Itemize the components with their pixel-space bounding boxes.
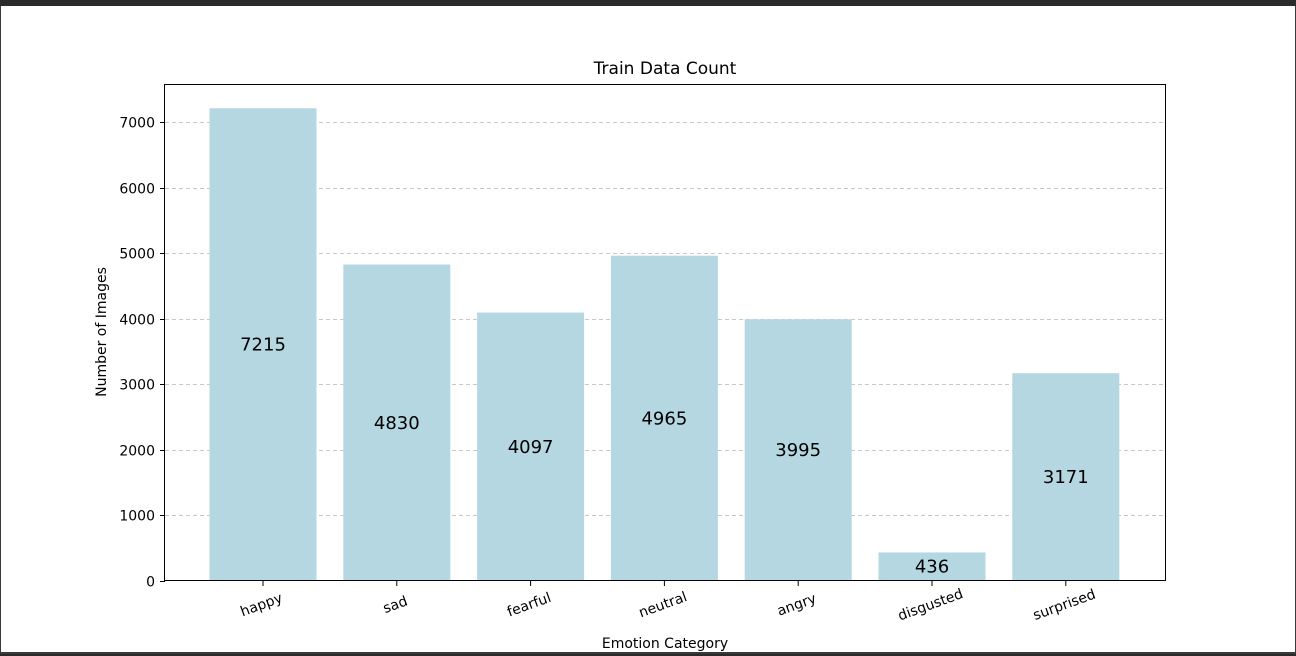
plot-area-border [164, 84, 1166, 581]
chart-title: Train Data Count [593, 59, 737, 79]
bar-fearful [477, 312, 585, 581]
bar-happy [209, 108, 317, 581]
bar-value-label-surprised: 3171 [1043, 467, 1089, 488]
bar-surprised [1012, 373, 1120, 581]
y-axis-label: Number of Images [94, 267, 110, 397]
y-axis-ticks: 0 1000 2000 3000 4000 5000 6000 7000 [119, 116, 165, 591]
x-tick-label-disgusted: disgusted [896, 586, 965, 624]
bar-value-label-happy: 7215 [240, 335, 286, 356]
x-tick-label-neutral: neutral [637, 589, 690, 621]
x-axis-label: Emotion Category [602, 636, 728, 652]
figure-window: 0 1000 2000 3000 4000 5000 6000 7000 happy sad fe… [0, 6, 1296, 654]
x-axis-ticks: happy sad fearful neutral angry disgusted surp… [238, 581, 1098, 624]
y-tick-label: 4000 [119, 313, 155, 329]
y-tick-label: 0 [146, 575, 155, 591]
x-tick-label-happy: happy [238, 590, 284, 620]
bar-value-label-sad: 4830 [374, 413, 420, 434]
y-tick-label: 2000 [119, 444, 155, 460]
y-tick-label: 3000 [119, 378, 155, 394]
bars [209, 108, 1120, 582]
y-tick-label: 6000 [119, 182, 155, 198]
x-tick-label-angry: angry [775, 591, 818, 620]
bar-sad [343, 264, 451, 581]
bar-value-label-neutral: 4965 [641, 408, 687, 429]
bar-chart: 0 1000 2000 3000 4000 5000 6000 7000 happy sad fe… [94, 59, 1166, 652]
x-tick-label-sad: sad [381, 593, 410, 617]
bar-value-label-fearful: 4097 [508, 437, 554, 458]
y-tick-label: 5000 [119, 247, 155, 263]
bar-value-labels: 7215 4830 4097 4965 3995 436 3171 [240, 335, 1089, 578]
bar-value-label-angry: 3995 [775, 440, 821, 461]
y-tick-label: 1000 [119, 509, 155, 525]
x-tick-label-fearful: fearful [505, 590, 553, 621]
bar-value-label-disgusted: 436 [915, 557, 949, 578]
bar-neutral [610, 255, 718, 582]
x-tick-label-surprised: surprised [1031, 587, 1098, 624]
y-tick-label: 7000 [119, 116, 155, 132]
bar-angry [744, 319, 852, 581]
bar-disgusted [878, 552, 986, 581]
